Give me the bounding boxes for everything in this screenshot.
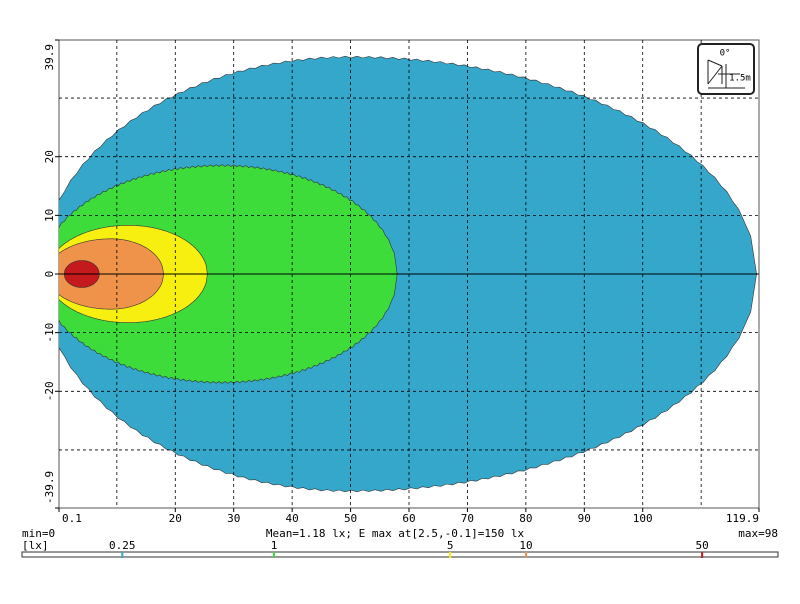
y-tick-label: 10	[43, 209, 56, 222]
icon-height: 1.5m	[729, 74, 751, 84]
y-tick-label: 39.9	[43, 44, 56, 71]
x-tick-label: 40	[286, 512, 299, 525]
x-tick-label: 20	[169, 512, 182, 525]
scale-unit: [lx]	[22, 539, 49, 552]
y-tick-label: 0	[43, 271, 56, 278]
icon-angle: 0°	[720, 49, 731, 59]
x-tick-label: 90	[578, 512, 591, 525]
x-tick-label: 30	[227, 512, 240, 525]
scale-label: 0.25	[109, 539, 136, 552]
y-tick-label: -39.9	[43, 471, 56, 504]
view-icon: 0° 1.5m	[697, 43, 755, 95]
x-tick-label: 50	[344, 512, 357, 525]
min-label: min=0	[22, 527, 55, 540]
x-tick-label: 0.1	[62, 512, 82, 525]
scale-label: 5	[447, 539, 454, 552]
y-tick-label: 20	[43, 150, 56, 163]
scale-label: 1	[271, 539, 278, 552]
x-tick-label: 100	[633, 512, 653, 525]
y-tick-label: -20	[43, 381, 56, 401]
grid-layer	[55, 39, 760, 512]
scale-label: 50	[696, 539, 709, 552]
max-label: max=98	[738, 527, 778, 540]
scale-label: 10	[519, 539, 532, 552]
x-tick-label: 80	[519, 512, 532, 525]
summary: Mean=1.18 lx; E max at[2.5,-0.1]=150 lx	[266, 527, 525, 540]
x-tick-label: 60	[402, 512, 415, 525]
x-tick-label: 70	[461, 512, 474, 525]
scale-bar	[21, 551, 779, 558]
y-tick-label: -10	[43, 323, 56, 343]
x-tick-label: 119.9	[726, 512, 759, 525]
